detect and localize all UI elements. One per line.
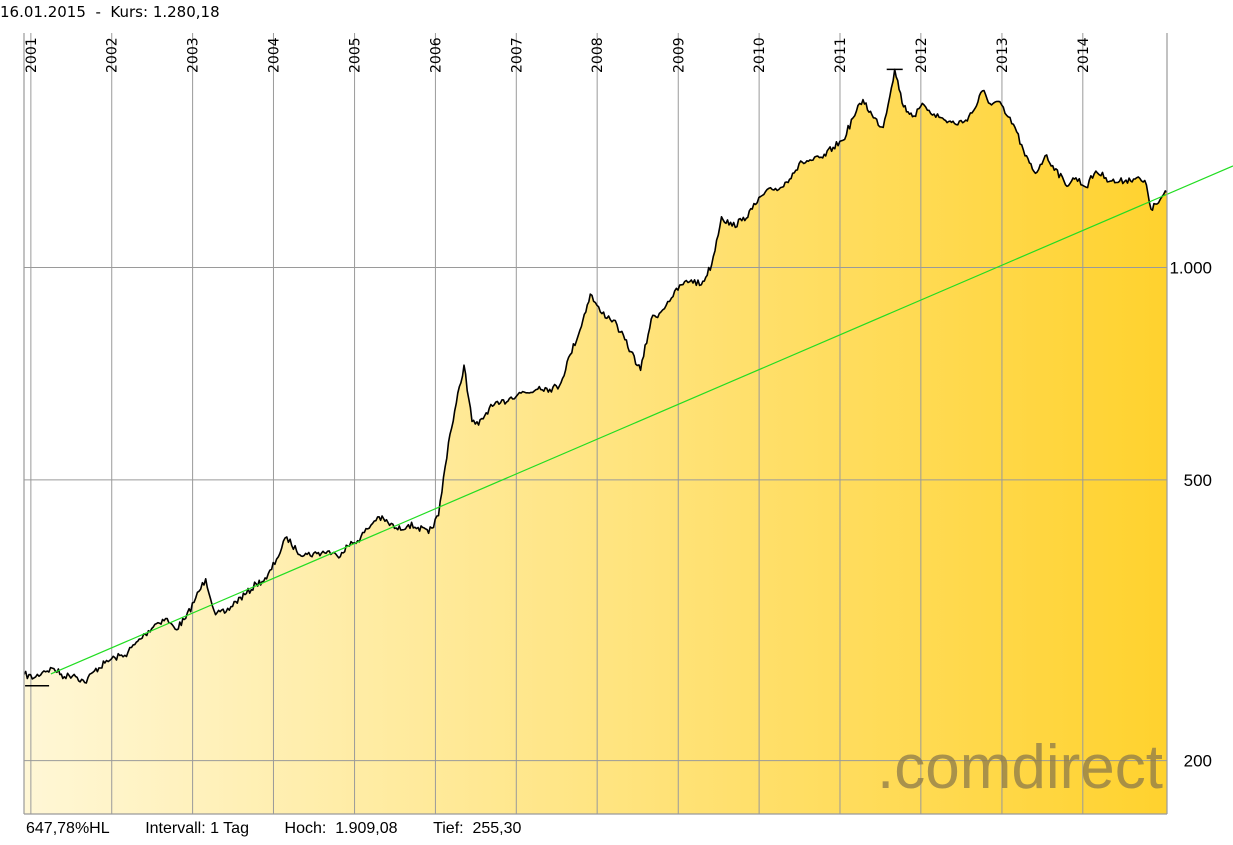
x-tick-label-2010: 2010	[752, 37, 768, 73]
trend-line	[50, 165, 1233, 675]
y-tick-label-500: 500	[1184, 471, 1212, 490]
header-price-value: 1.280,18	[152, 3, 220, 21]
x-tick-label-2007: 2007	[509, 37, 525, 73]
footer-low-label: Tief:	[433, 820, 464, 837]
x-tick-label-2001: 2001	[24, 37, 40, 73]
header-date: 16.01.2015	[0, 3, 86, 21]
header-price-label: Kurs:	[110, 3, 149, 21]
x-tick-label-2012: 2012	[914, 37, 930, 73]
x-tick-label-2014: 2014	[1076, 37, 1092, 73]
chart-header: 16.01.2015 - Kurs: 1.280,18	[0, 3, 220, 21]
price-area-fill	[24, 69, 1167, 814]
x-tick-label-2005: 2005	[348, 37, 364, 73]
x-tick-label-2009: 2009	[671, 37, 687, 73]
footer-high-label: Hoch:	[284, 820, 327, 837]
y-tick-label-200: 200	[1184, 752, 1212, 771]
x-tick-label-2004: 2004	[266, 37, 282, 73]
footer-low-value: 255,30	[472, 820, 522, 837]
x-tick-label-2011: 2011	[833, 37, 849, 73]
footer-interval-value: 1 Tag	[210, 820, 249, 837]
y-tick-label-1000: 1.000	[1169, 259, 1212, 278]
x-tick-label-2008: 2008	[590, 37, 606, 73]
x-tick-label-2002: 2002	[105, 37, 121, 73]
x-tick-label-2003: 2003	[186, 37, 202, 73]
header-separator: -	[95, 3, 101, 21]
x-tick-label-2006: 2006	[428, 37, 444, 73]
footer-performance: 647,78%HL	[26, 820, 110, 837]
comdirect-watermark: .comdirect	[877, 733, 1163, 802]
price-line	[24, 68, 1167, 684]
x-tick-label-2013: 2013	[995, 37, 1011, 73]
chart-footer: 647,78%HL Intervall: 1 Tag Hoch: 1.909,0…	[26, 820, 521, 838]
footer-interval-label: Intervall:	[145, 820, 206, 837]
footer-high-value: 1.909,08	[335, 820, 398, 837]
